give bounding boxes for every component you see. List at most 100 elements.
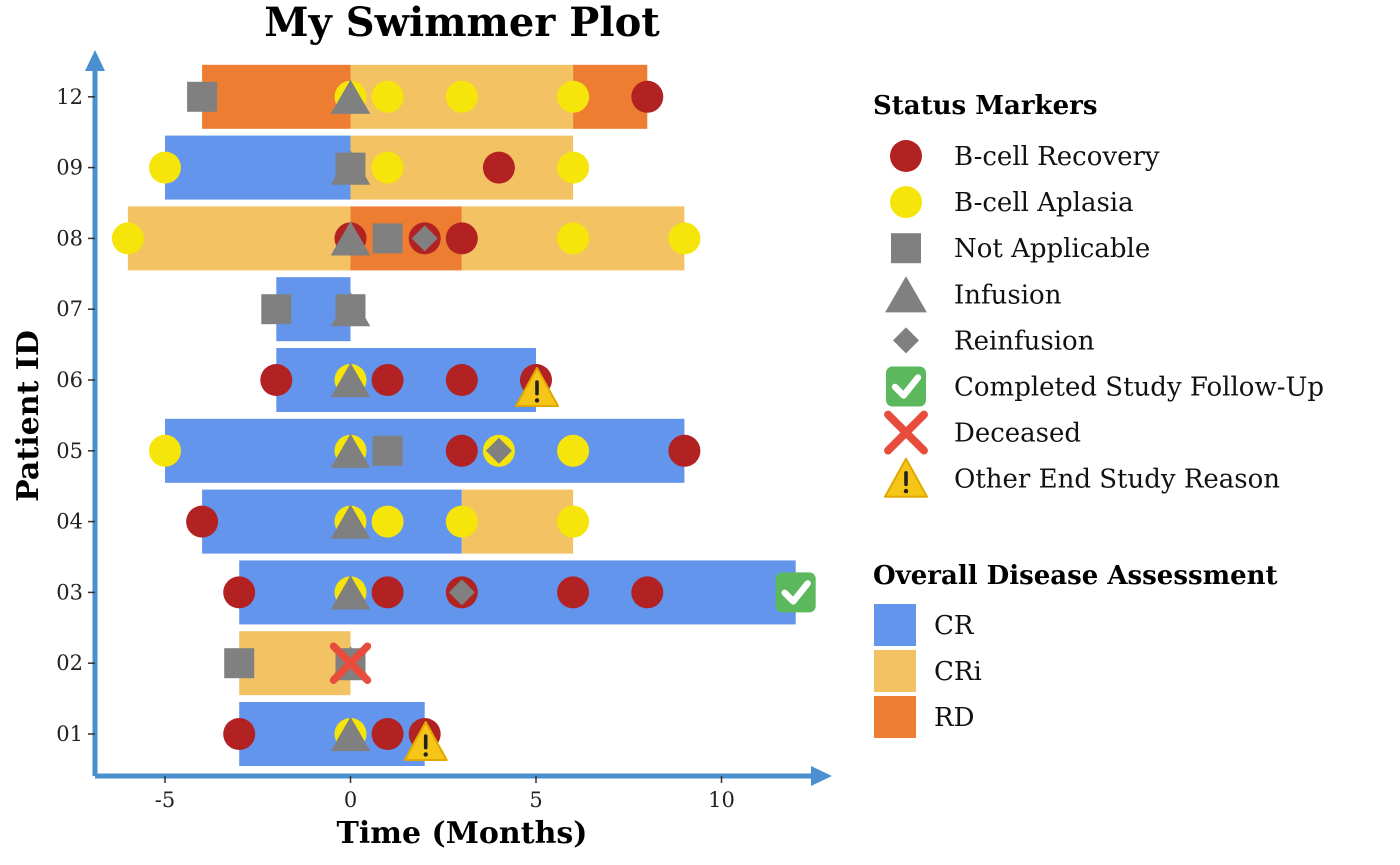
bar-03-cr <box>239 560 796 625</box>
y-tick-label-06: 06 <box>56 368 83 392</box>
legend-label-b-cell-aplasia: B-cell Aplasia <box>954 188 1134 218</box>
marker-04-b-cell-aplasia <box>371 505 404 538</box>
y-tick-label-08: 08 <box>56 226 83 250</box>
legend-status-items: B-cell Recovery B-cell Aplasia Not Applica… <box>884 140 1324 498</box>
bar-12-rd <box>202 64 351 129</box>
marker-12-b-cell-recovery <box>631 80 664 113</box>
marker-03-b-cell-recovery <box>557 576 590 609</box>
marker-08-not-applicable <box>372 223 403 254</box>
x-tick-label-0: 0 <box>344 788 357 812</box>
legend-item-cri: CRi <box>874 650 982 692</box>
marker-06-b-cell-recovery <box>371 364 404 396</box>
x-tick-label-5: 5 <box>529 788 542 812</box>
y-tick-label-07: 07 <box>56 297 83 321</box>
marker-08-b-cell-recovery <box>445 222 478 255</box>
marker-03-b-cell-recovery <box>223 576 256 609</box>
marker-12-infusion <box>330 79 371 114</box>
marker-01-b-cell-recovery <box>371 718 404 750</box>
marker-04-b-cell-aplasia <box>557 505 590 538</box>
marker-05-b-cell-recovery <box>668 434 701 467</box>
bar-08-cri <box>127 206 351 271</box>
legend-item-not-applicable: Not Applicable <box>891 233 1150 264</box>
marker-07-not-applicable <box>261 294 292 325</box>
marker-09-infusion <box>330 150 371 185</box>
marker-01-infusion <box>330 716 371 752</box>
y-tick-label-03: 03 <box>56 580 83 604</box>
legend-label-cri: CRi <box>934 657 982 687</box>
legend-swatch-b-cell-aplasia <box>890 186 922 219</box>
legend-item-cr: CR <box>874 604 975 646</box>
chart-title: My Swimmer Plot <box>264 0 660 46</box>
marker-03-completed-study-follow-up <box>775 572 816 613</box>
y-tick-label-01: 01 <box>56 722 83 746</box>
marker-07-infusion <box>330 292 371 327</box>
marker-08-b-cell-aplasia <box>111 222 144 255</box>
marker-06-b-cell-recovery <box>260 364 293 396</box>
marker-12-not-applicable <box>187 81 218 112</box>
marker-09-b-cell-recovery <box>482 151 515 184</box>
legend-label-b-cell-recovery: B-cell Recovery <box>954 142 1160 172</box>
marker-06-infusion <box>330 362 371 398</box>
bar-09-cr <box>165 135 351 200</box>
marker-05-reinfusion <box>485 437 512 464</box>
legend-label-not-applicable: Not Applicable <box>954 234 1150 264</box>
legend-swatch-reinfusion <box>893 327 919 354</box>
marker-08-infusion <box>330 221 371 256</box>
marker-04-b-cell-recovery <box>186 505 219 538</box>
swim-bars <box>127 64 796 766</box>
y-axis-title: Patient ID <box>11 330 46 502</box>
legend-label-other-end-study-reason: Other End Study Reason <box>954 465 1280 495</box>
marker-03-b-cell-recovery <box>631 576 664 609</box>
bar-02-cri <box>239 631 351 696</box>
marker-12-b-cell-aplasia <box>371 80 404 113</box>
legend-label-rd: RD <box>934 703 974 733</box>
marker-09-b-cell-aplasia <box>371 151 404 184</box>
marker-05-b-cell-aplasia <box>149 434 181 467</box>
bar-08-rd <box>350 206 462 271</box>
y-tick-label-04: 04 <box>56 510 83 534</box>
marker-09-b-cell-aplasia <box>149 151 181 184</box>
legend: Status Markers B-cell Recovery B-cell Apl… <box>873 91 1324 738</box>
legend-assessment-items: CR CRi RD <box>874 604 982 738</box>
legend-assessment-title: Overall Disease Assessment <box>873 561 1278 591</box>
x-tick-label-5: -5 <box>155 788 175 812</box>
marker-06-other-end-study-reason <box>515 367 559 407</box>
marker-12-b-cell-aplasia <box>557 80 590 113</box>
legend-status-title: Status Markers <box>873 91 1097 121</box>
bar-04-cr <box>202 489 462 554</box>
marker-08-reinfusion <box>411 225 438 252</box>
marker-02-deceased <box>329 642 372 684</box>
marker-08-b-cell-aplasia <box>557 222 590 255</box>
bar-05-cr <box>165 418 685 483</box>
x-tick-labels: -5 0 5 10 <box>155 776 735 812</box>
marker-12-b-cell-aplasia <box>445 80 478 113</box>
legend-swatch-cr <box>874 604 916 646</box>
legend-item-deceased: Deceased <box>884 410 1081 455</box>
y-tick-labels: 01 02 03 04 05 06 07 08 09 12 <box>56 85 95 746</box>
legend-item-b-cell-aplasia: B-cell Aplasia <box>890 186 1134 219</box>
marker-05-not-applicable <box>372 435 403 466</box>
bar-04-cri <box>461 489 574 554</box>
x-tick-label-10: 10 <box>708 788 735 812</box>
marker-01-b-cell-recovery <box>223 718 256 750</box>
legend-swatch-infusion <box>885 276 927 313</box>
legend-swatch-deceased <box>884 410 928 455</box>
x-axis-title: Time (Months) <box>337 816 588 851</box>
legend-swatch-cri <box>874 650 916 692</box>
x-axis-arrow-icon <box>811 766 832 786</box>
y-axis-arrow-icon <box>85 50 105 71</box>
legend-swatch-rd <box>874 696 916 738</box>
bar-06-cr <box>276 348 536 412</box>
marker-09-b-cell-aplasia <box>557 151 590 184</box>
legend-item-b-cell-recovery: B-cell Recovery <box>890 140 1160 172</box>
marker-04-infusion <box>330 504 371 539</box>
marker-05-infusion <box>330 433 371 468</box>
marker-05-b-cell-aplasia <box>557 434 590 467</box>
legend-label-infusion: Infusion <box>954 280 1062 310</box>
legend-label-cr: CR <box>934 611 975 641</box>
axes <box>85 50 832 786</box>
y-tick-label-12: 12 <box>56 85 83 109</box>
legend-item-completed-study-follow-up: Completed Study Follow-Up <box>886 366 1324 407</box>
y-tick-label-09: 09 <box>56 156 83 180</box>
y-tick-label-02: 02 <box>56 651 83 675</box>
